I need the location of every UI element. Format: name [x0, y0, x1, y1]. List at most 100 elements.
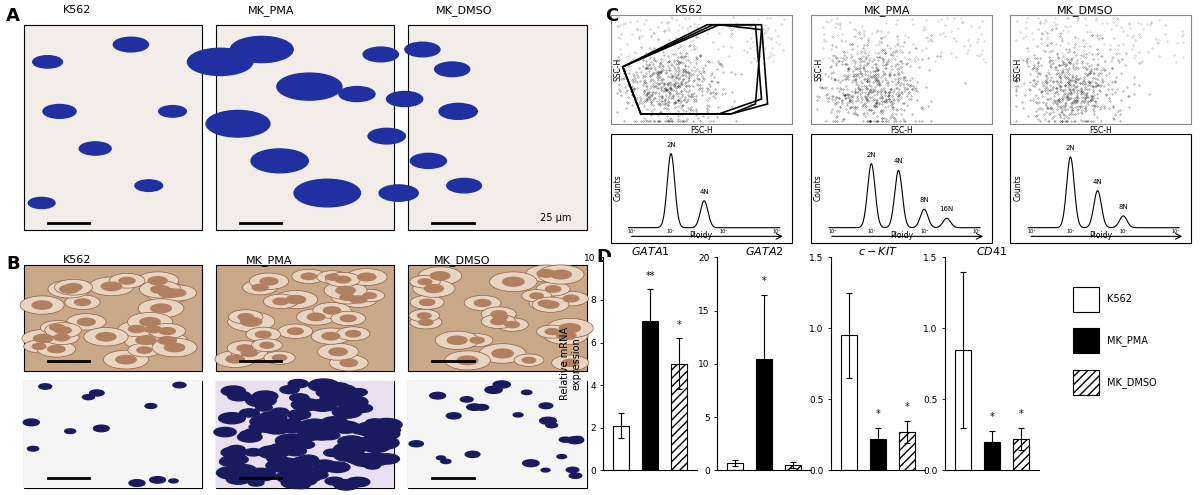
Circle shape: [240, 317, 262, 326]
Circle shape: [149, 323, 185, 339]
Bar: [613, 426, 629, 470]
Circle shape: [276, 446, 296, 454]
Circle shape: [137, 272, 179, 290]
Circle shape: [77, 318, 95, 326]
Circle shape: [502, 277, 524, 286]
Circle shape: [139, 318, 160, 326]
Circle shape: [44, 323, 82, 338]
Circle shape: [109, 273, 145, 288]
Circle shape: [490, 318, 506, 325]
Circle shape: [435, 331, 480, 349]
Text: MK_DMSO: MK_DMSO: [1107, 377, 1156, 388]
Circle shape: [308, 313, 325, 321]
Circle shape: [242, 434, 261, 441]
Circle shape: [32, 344, 46, 349]
Circle shape: [79, 142, 111, 155]
Circle shape: [529, 297, 563, 310]
Circle shape: [351, 427, 369, 434]
Circle shape: [350, 389, 368, 396]
Text: *: *: [876, 409, 880, 419]
Circle shape: [329, 348, 347, 355]
Circle shape: [297, 430, 322, 441]
Circle shape: [239, 431, 258, 438]
Text: *: *: [762, 276, 767, 286]
Circle shape: [365, 419, 385, 427]
Circle shape: [127, 343, 161, 357]
Circle shape: [320, 393, 349, 405]
Circle shape: [287, 328, 303, 335]
Text: *: *: [905, 402, 910, 412]
Circle shape: [238, 314, 254, 320]
Text: MK_PMA: MK_PMA: [1107, 336, 1148, 346]
Text: SSC-H: SSC-H: [1013, 58, 1022, 81]
Text: *: *: [677, 320, 682, 330]
Circle shape: [317, 343, 358, 360]
Circle shape: [66, 314, 106, 330]
Circle shape: [320, 431, 340, 440]
Text: Ploidy: Ploidy: [1089, 231, 1112, 240]
Circle shape: [541, 468, 551, 472]
Circle shape: [281, 477, 309, 489]
Circle shape: [221, 386, 245, 396]
Circle shape: [220, 456, 242, 465]
Circle shape: [457, 356, 478, 365]
Circle shape: [334, 443, 365, 456]
Circle shape: [310, 466, 329, 474]
Circle shape: [224, 449, 240, 456]
Circle shape: [546, 286, 560, 292]
Circle shape: [540, 417, 557, 424]
Circle shape: [329, 385, 356, 396]
Circle shape: [412, 280, 456, 297]
Circle shape: [418, 279, 432, 285]
Circle shape: [571, 437, 583, 441]
Circle shape: [363, 47, 399, 62]
Circle shape: [227, 391, 251, 401]
Circle shape: [288, 380, 308, 388]
Circle shape: [227, 446, 245, 452]
Circle shape: [563, 295, 579, 302]
Text: 10²: 10²: [720, 229, 728, 234]
Circle shape: [272, 408, 288, 415]
Text: 10¹: 10¹: [1066, 229, 1075, 234]
Circle shape: [340, 315, 356, 322]
Text: 10²: 10²: [1119, 229, 1127, 234]
Circle shape: [387, 92, 423, 106]
Circle shape: [60, 285, 79, 293]
Bar: [785, 465, 802, 470]
Circle shape: [286, 418, 300, 425]
Bar: [954, 349, 971, 470]
Circle shape: [545, 326, 588, 345]
Bar: [1073, 287, 1100, 312]
Circle shape: [493, 314, 507, 320]
Bar: [216, 381, 394, 488]
Text: *: *: [989, 412, 994, 422]
Circle shape: [334, 480, 359, 490]
Circle shape: [157, 337, 177, 345]
Circle shape: [363, 441, 389, 452]
Circle shape: [542, 301, 559, 308]
Circle shape: [337, 327, 370, 341]
Text: 10⁰: 10⁰: [828, 229, 837, 234]
Bar: [841, 336, 857, 470]
Circle shape: [260, 278, 278, 285]
Title: $\mathit{CD41}$: $\mathit{CD41}$: [976, 245, 1007, 256]
Circle shape: [65, 284, 82, 291]
Circle shape: [523, 460, 538, 467]
Circle shape: [307, 428, 337, 440]
Circle shape: [326, 274, 339, 280]
Circle shape: [206, 110, 270, 137]
Circle shape: [115, 355, 136, 364]
Circle shape: [150, 304, 172, 313]
Circle shape: [570, 438, 582, 443]
Circle shape: [339, 87, 375, 101]
Circle shape: [532, 297, 569, 312]
Text: 16N: 16N: [940, 206, 954, 212]
Circle shape: [405, 42, 440, 57]
Circle shape: [226, 355, 244, 363]
Bar: [1013, 439, 1029, 470]
Circle shape: [350, 478, 370, 486]
Circle shape: [231, 346, 268, 360]
Circle shape: [321, 417, 347, 428]
Circle shape: [350, 453, 381, 467]
Circle shape: [321, 382, 345, 392]
